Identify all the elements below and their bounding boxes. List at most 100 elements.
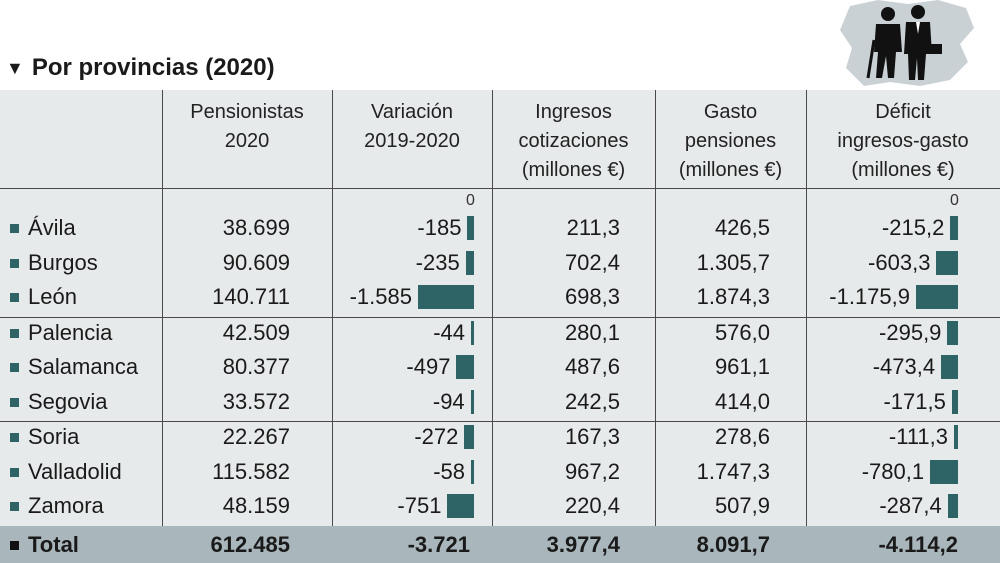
pensionistas-value: 140.711 — [212, 284, 290, 309]
province-label: Zamora — [28, 493, 104, 518]
ingresos-value: 211,3 — [566, 215, 620, 240]
variacion-value: -94 — [432, 389, 465, 414]
deficit-value: -295,9 — [879, 320, 942, 345]
deficit-value: -215,2 — [881, 215, 945, 240]
header-pensionistas: Pensionistas 2020 — [190, 101, 304, 152]
deficit-value: -111,3 — [888, 424, 949, 449]
triangle-icon: ▼ — [6, 57, 24, 78]
deficit-zero-label: 0 — [950, 192, 959, 209]
pensioners-map-icon — [838, 0, 978, 88]
province-label: Soria — [28, 424, 80, 449]
ingresos-value: 967,2 — [564, 459, 620, 484]
deficit-bar — [954, 425, 958, 449]
variacion-bar — [456, 355, 474, 379]
title-text: Por provincias (2020) — [31, 54, 275, 81]
bullet-icon — [10, 292, 19, 302]
province-name: Soria — [10, 420, 170, 454]
variacion-zero-label: 0 — [466, 192, 475, 209]
deficit-bar — [941, 355, 958, 379]
gasto-value: 414,0 — [714, 389, 770, 414]
ingresos-value: 487,6 — [564, 354, 620, 379]
deficit-value: -171,5 — [883, 389, 946, 414]
header-divider — [0, 188, 1000, 189]
variacion-value: -1.585 — [349, 284, 412, 309]
variacion-value: -58 — [433, 459, 465, 484]
deficit-value: -473,4 — [872, 354, 936, 379]
bullet-icon — [10, 223, 19, 233]
deficit-value: -780,1 — [861, 459, 925, 484]
header-gasto: Gasto pensiones (millones €) — [678, 101, 783, 181]
total-label: Total — [28, 532, 79, 557]
province-label: Segovia — [28, 389, 108, 414]
pensionistas-value: 90.609 — [222, 250, 290, 275]
bullet-icon — [10, 397, 19, 407]
gasto-value: 507,9 — [714, 493, 770, 518]
variacion-value: -235 — [415, 250, 460, 275]
variacion-value: -44 — [433, 320, 465, 345]
pensionistas-value: 48.159 — [222, 493, 290, 518]
deficit-bar — [930, 460, 958, 484]
bullet-icon — [10, 362, 19, 372]
column-divider — [162, 90, 163, 526]
province-name: Zamora — [10, 489, 170, 523]
province-label: Valladolid — [28, 459, 122, 484]
province-name: Salamanca — [10, 350, 170, 384]
ingresos-value: 220,4 — [564, 493, 620, 518]
header-deficit: Déficit ingresos-gasto (millones €) — [837, 101, 969, 181]
pensionistas-value: 33.572 — [222, 389, 290, 414]
province-name: Burgos — [10, 246, 170, 280]
column-divider — [806, 90, 807, 526]
ingresos-value: 242,5 — [564, 389, 620, 414]
total-name: Total — [10, 528, 170, 562]
group-divider — [0, 317, 1000, 318]
variacion-bar — [471, 321, 474, 345]
deficit-value: -1.175,9 — [829, 284, 910, 309]
column-divider — [492, 90, 493, 526]
gasto-value: 576,0 — [714, 320, 770, 345]
province-label: Salamanca — [28, 354, 139, 379]
province-name: Valladolid — [10, 455, 170, 489]
pensionistas-value: 115.582 — [212, 459, 290, 484]
province-label: Palencia — [28, 320, 113, 345]
province-name: Palencia — [10, 316, 170, 350]
variacion-bar — [447, 494, 474, 518]
gasto-value: 1.874,3 — [696, 284, 770, 309]
deficit-bar — [951, 390, 958, 414]
ingresos-value: 698,3 — [564, 284, 620, 309]
bullet-icon — [10, 467, 19, 477]
deficit-bar — [936, 251, 958, 275]
bullet-icon — [10, 501, 19, 511]
table-background — [0, 90, 1000, 563]
deficit-value: -603,3 — [868, 250, 931, 275]
province-label: Burgos — [28, 250, 98, 275]
pensionistas-value: 42.509 — [222, 320, 290, 345]
ingresos-value: 702,4 — [564, 250, 620, 275]
province-name: León — [10, 280, 170, 314]
total-deficit: -4.114,2 — [878, 532, 958, 557]
deficit-bar — [947, 321, 958, 345]
gasto-value: 1.305,7 — [696, 250, 770, 275]
variacion-value: -497 — [406, 354, 451, 379]
province-label: León — [28, 284, 77, 309]
bullet-icon — [10, 540, 19, 550]
bullet-icon — [10, 328, 19, 338]
deficit-bar — [950, 216, 958, 240]
header-ingresos: Ingresos cotizaciones (millones €) — [518, 101, 629, 181]
group-divider — [0, 421, 1000, 422]
deficit-bar — [916, 285, 958, 309]
gasto-value: 426,5 — [714, 215, 770, 240]
variacion-bar — [470, 390, 474, 414]
ingresos-value: 167,3 — [564, 424, 620, 449]
table-title: ▼ Por provincias (2020) — [6, 54, 275, 82]
column-divider — [655, 90, 656, 526]
province-name: Ávila — [10, 211, 170, 245]
variacion-bar — [464, 425, 474, 449]
variacion-bar — [467, 216, 474, 240]
pensionistas-value: 22.267 — [222, 424, 290, 449]
variacion-value: -272 — [414, 424, 459, 449]
gasto-value: 1.747,3 — [696, 459, 770, 484]
header-variacion: Variación 2019-2020 — [364, 101, 460, 152]
variacion-value: -185 — [417, 215, 462, 240]
deficit-bar — [947, 494, 958, 518]
bullet-icon — [10, 258, 19, 268]
